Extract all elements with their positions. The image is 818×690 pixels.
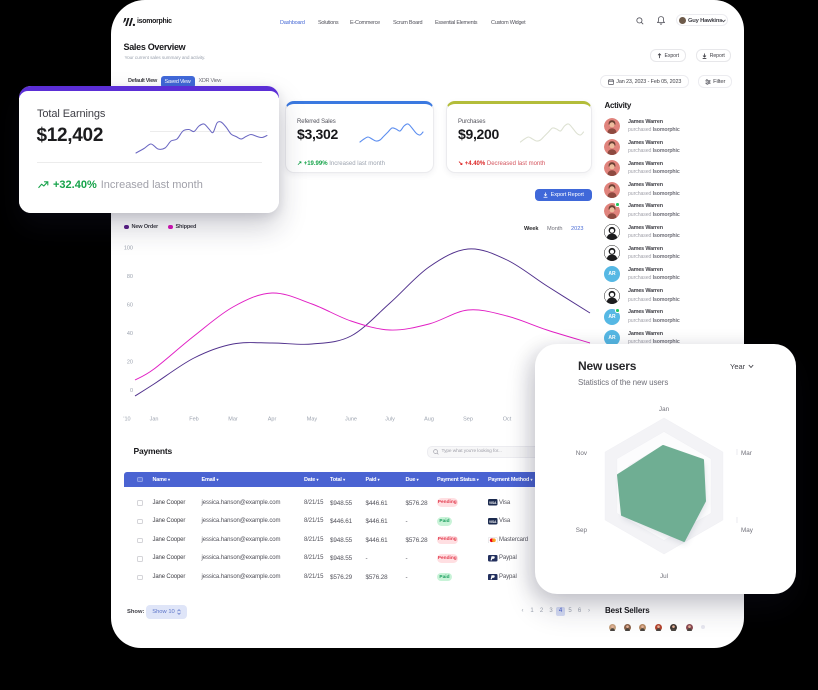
svg-text:Mar: Mar	[228, 417, 238, 423]
svg-text:VISA: VISA	[489, 520, 497, 524]
svg-text:80: 80	[127, 274, 133, 280]
svg-text:40: 40	[127, 331, 133, 337]
svg-text:Mar: Mar	[741, 450, 752, 457]
svg-text:100: 100	[124, 246, 133, 252]
svg-text:May: May	[741, 527, 754, 534]
svg-text:July: July	[385, 417, 395, 423]
svg-text:May: May	[307, 417, 318, 423]
svg-text:60: 60	[127, 303, 133, 309]
svg-text:0: 0	[130, 388, 133, 394]
svg-text:Aug: Aug	[424, 417, 434, 423]
svg-text:Jan: Jan	[150, 417, 159, 423]
svg-text:June: June	[345, 417, 357, 423]
svg-text:Nov: Nov	[576, 450, 588, 457]
svg-text:VISA: VISA	[489, 501, 497, 505]
svg-text:Feb: Feb	[189, 417, 198, 423]
svg-text:Jan: Jan	[659, 406, 670, 413]
svg-text:Sep: Sep	[463, 417, 473, 423]
svg-text:20: 20	[127, 360, 133, 366]
svg-text:Apr: Apr	[268, 417, 277, 423]
svg-text:Oct: Oct	[503, 417, 512, 423]
svg-text:Sep: Sep	[576, 527, 588, 534]
svg-text:Jul: Jul	[660, 573, 668, 580]
svg-text:'10: '10	[123, 417, 130, 423]
